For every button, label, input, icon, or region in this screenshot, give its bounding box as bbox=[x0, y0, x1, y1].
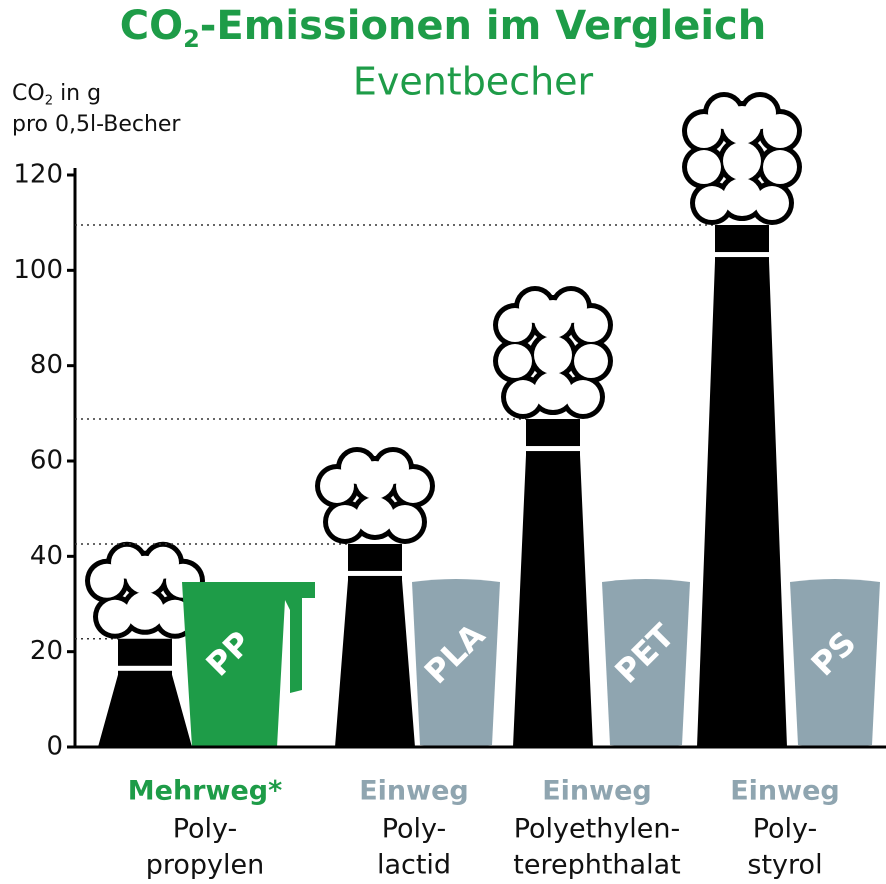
category-name: Poly- bbox=[173, 814, 238, 845]
chart-title-main: CO bbox=[120, 3, 183, 49]
category-group: Mehrweg* bbox=[128, 776, 282, 807]
cloud-puff bbox=[506, 380, 540, 414]
y-axis-label-sub: 2 bbox=[45, 94, 53, 109]
chart: CO2-Emissionen im VergleichEventbecherCO… bbox=[0, 0, 886, 884]
cloud-puff bbox=[763, 150, 797, 184]
category-group: Einweg bbox=[730, 776, 840, 807]
cloud-puff bbox=[534, 372, 572, 410]
chart-title-sub: 2 bbox=[183, 25, 200, 53]
cloud-puff bbox=[755, 186, 789, 220]
chart-title-rest: -Emissionen im Vergleich bbox=[200, 3, 766, 49]
cloud-puff bbox=[98, 600, 132, 634]
chimney bbox=[697, 225, 787, 747]
category-name: terephthalat bbox=[513, 850, 680, 881]
cloud-puff bbox=[534, 336, 572, 374]
cloud-puff bbox=[744, 97, 776, 129]
y-tick-label: 40 bbox=[30, 541, 63, 571]
chimney-stripe bbox=[345, 571, 405, 576]
category-group: Einweg bbox=[359, 776, 469, 807]
y-tick-label: 100 bbox=[13, 255, 63, 285]
y-tick-label: 0 bbox=[46, 732, 63, 762]
cloud-puff bbox=[377, 452, 409, 484]
cloud-puff bbox=[723, 178, 761, 216]
cloud-puff bbox=[126, 592, 164, 630]
category-name: Polyethylen- bbox=[514, 814, 681, 845]
cloud-puff bbox=[555, 291, 587, 323]
cloud-puff bbox=[695, 186, 729, 220]
cloud-puff bbox=[356, 497, 394, 535]
y-tick-label: 80 bbox=[30, 350, 63, 380]
category-name: Poly- bbox=[382, 814, 447, 845]
chimney bbox=[98, 639, 192, 747]
cloud-puff bbox=[498, 344, 532, 378]
smoke-cloud bbox=[493, 286, 613, 419]
y-axis-label: CO2 in g bbox=[12, 81, 101, 109]
smoke-cloud bbox=[315, 447, 435, 544]
chimney-stripe bbox=[115, 666, 175, 671]
y-tick-label: 20 bbox=[30, 636, 63, 666]
chimney-stripe bbox=[523, 446, 583, 451]
cloud-puff bbox=[574, 344, 608, 378]
cloud-puff bbox=[388, 505, 422, 539]
smoke-cloud bbox=[682, 92, 802, 225]
cloud-puff bbox=[708, 97, 740, 129]
y-tick-label: 120 bbox=[13, 160, 63, 190]
chart-title: CO2-Emissionen im Vergleich bbox=[120, 3, 767, 53]
cloud-puff bbox=[566, 380, 600, 414]
cloud-puff bbox=[519, 291, 551, 323]
category-group: Einweg bbox=[542, 776, 652, 807]
category-name: Poly- bbox=[753, 814, 818, 845]
cloud-puff bbox=[723, 142, 761, 180]
chimney bbox=[513, 419, 593, 747]
category-name: styrol bbox=[747, 850, 822, 881]
cloud-puff bbox=[687, 150, 721, 184]
cloud-puff bbox=[111, 547, 143, 579]
y-axis-label-rest: in g bbox=[53, 81, 101, 106]
cloud-puff bbox=[147, 547, 179, 579]
chimney-stripe bbox=[712, 252, 772, 257]
y-axis-label-main: CO bbox=[12, 81, 45, 106]
chart-subtitle: Eventbecher bbox=[353, 60, 594, 104]
category-name: lactid bbox=[377, 850, 451, 881]
category-name: propylen bbox=[146, 850, 265, 881]
y-tick-label: 60 bbox=[30, 446, 63, 476]
cup bbox=[182, 582, 315, 747]
cloud-puff bbox=[341, 452, 373, 484]
y-axis-label: pro 0,5l-Becher bbox=[12, 112, 181, 137]
cloud-puff bbox=[328, 505, 362, 539]
